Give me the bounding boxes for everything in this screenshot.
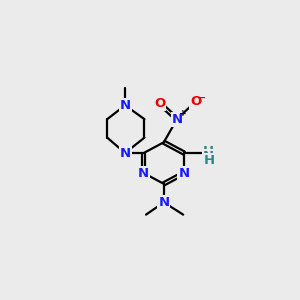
Text: −: − [198, 93, 206, 103]
Text: O: O [190, 95, 201, 108]
Text: H: H [202, 145, 214, 158]
Text: H: H [204, 154, 215, 167]
Text: N: N [178, 167, 190, 180]
Text: +: + [178, 109, 186, 118]
Text: N: N [158, 196, 169, 209]
Text: N: N [171, 113, 183, 126]
Text: N: N [138, 167, 149, 180]
Text: N: N [203, 150, 214, 163]
Text: N: N [119, 99, 130, 112]
Text: O: O [154, 97, 166, 110]
Text: N: N [119, 146, 130, 160]
